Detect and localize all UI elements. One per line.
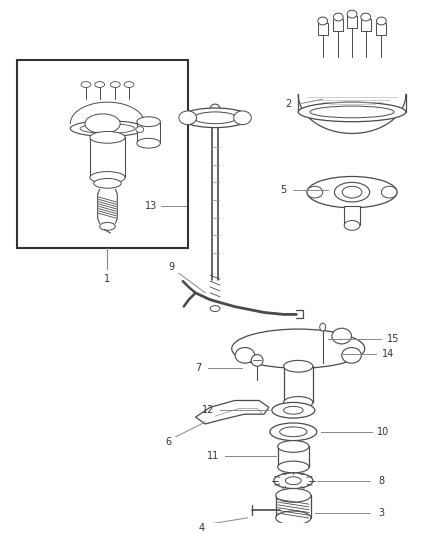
Ellipse shape (233, 111, 251, 125)
Text: 9: 9 (168, 262, 174, 272)
Text: 7: 7 (195, 363, 201, 373)
Ellipse shape (270, 423, 317, 441)
Text: 8: 8 (378, 475, 385, 486)
Ellipse shape (71, 121, 145, 136)
Text: 1: 1 (104, 274, 110, 284)
Ellipse shape (137, 117, 160, 127)
Ellipse shape (110, 82, 120, 87)
Bar (333, 19, 343, 31)
Ellipse shape (95, 82, 105, 87)
Ellipse shape (137, 139, 160, 148)
Ellipse shape (276, 511, 311, 524)
Bar (276, 495, 311, 518)
Bar (318, 23, 328, 35)
Ellipse shape (90, 132, 125, 143)
Bar (377, 23, 386, 35)
Ellipse shape (361, 13, 371, 21)
Ellipse shape (381, 186, 397, 198)
Text: 5: 5 (280, 185, 287, 195)
Bar (278, 447, 309, 467)
Ellipse shape (90, 172, 125, 183)
Ellipse shape (181, 108, 249, 127)
Ellipse shape (307, 176, 397, 208)
Text: 14: 14 (382, 349, 394, 359)
Bar (90, 138, 125, 177)
Text: 13: 13 (145, 201, 158, 211)
Ellipse shape (333, 13, 343, 21)
Bar (347, 16, 357, 28)
Ellipse shape (298, 102, 406, 122)
Ellipse shape (251, 354, 263, 366)
Ellipse shape (377, 17, 386, 25)
Ellipse shape (124, 82, 134, 87)
Ellipse shape (136, 127, 144, 133)
Ellipse shape (320, 323, 325, 331)
Ellipse shape (100, 222, 115, 230)
Ellipse shape (283, 406, 303, 414)
Text: 3: 3 (378, 508, 385, 518)
Ellipse shape (276, 489, 311, 502)
Ellipse shape (318, 17, 328, 25)
Ellipse shape (310, 106, 394, 118)
Bar (137, 122, 160, 143)
Text: 11: 11 (207, 451, 219, 461)
Ellipse shape (283, 360, 313, 372)
Ellipse shape (332, 328, 351, 344)
Ellipse shape (347, 10, 357, 18)
Ellipse shape (232, 329, 365, 368)
Text: 2: 2 (285, 99, 292, 109)
Ellipse shape (279, 427, 307, 437)
Ellipse shape (342, 348, 361, 363)
Ellipse shape (194, 112, 237, 124)
Ellipse shape (335, 182, 370, 202)
Text: 4: 4 (198, 523, 205, 532)
Ellipse shape (210, 305, 220, 311)
Text: 10: 10 (377, 427, 389, 437)
Ellipse shape (179, 111, 197, 125)
Bar (361, 19, 371, 31)
Ellipse shape (235, 348, 255, 363)
Ellipse shape (278, 441, 309, 453)
Ellipse shape (344, 221, 360, 230)
Text: 12: 12 (202, 405, 215, 415)
Ellipse shape (278, 461, 309, 473)
Ellipse shape (283, 397, 313, 408)
Ellipse shape (307, 186, 323, 198)
Text: 15: 15 (387, 334, 399, 344)
Bar (18, 60, 188, 248)
Ellipse shape (85, 114, 120, 133)
Ellipse shape (286, 477, 301, 484)
Ellipse shape (274, 473, 313, 489)
Ellipse shape (80, 124, 135, 133)
Ellipse shape (272, 402, 315, 418)
Bar (344, 206, 360, 225)
Ellipse shape (94, 179, 121, 188)
Ellipse shape (210, 104, 220, 114)
Text: 6: 6 (165, 437, 171, 447)
Ellipse shape (81, 82, 91, 87)
Ellipse shape (342, 186, 362, 198)
